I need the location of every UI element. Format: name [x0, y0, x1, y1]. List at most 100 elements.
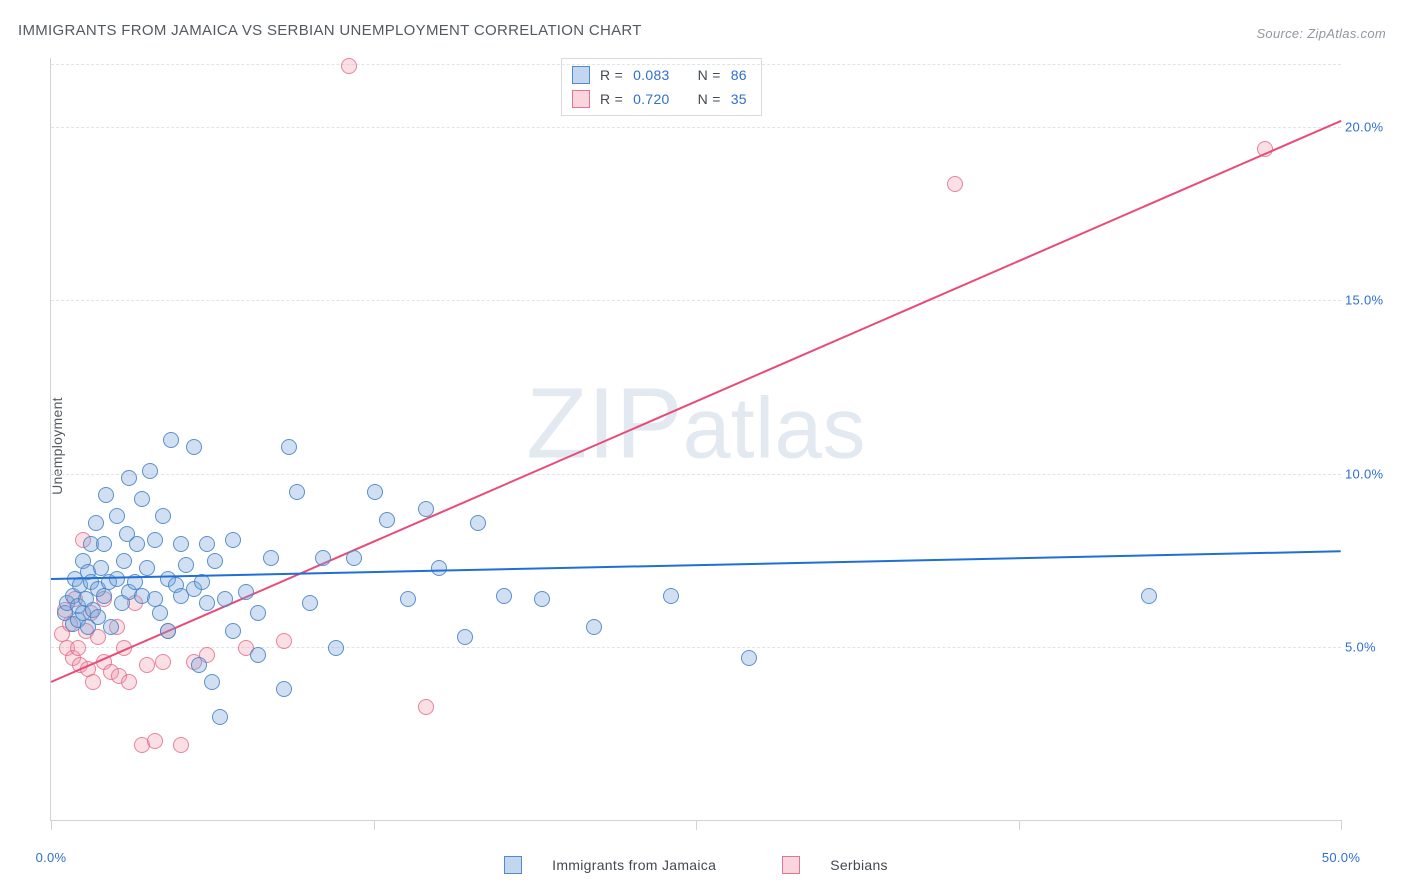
y-tick-label: 5.0% — [1345, 639, 1395, 654]
data-point — [134, 491, 150, 507]
stat-r-value: 0.083 — [633, 63, 670, 87]
data-point — [139, 560, 155, 576]
gridline — [51, 127, 1341, 128]
data-point — [457, 629, 473, 645]
data-point — [212, 709, 228, 725]
watermark: ZIPatlas — [526, 366, 866, 481]
x-tick-label: 0.0% — [36, 850, 67, 865]
stat-n-value: 86 — [731, 63, 747, 87]
data-point — [204, 674, 220, 690]
data-point — [199, 595, 215, 611]
data-point — [496, 588, 512, 604]
data-point — [116, 553, 132, 569]
source-name: ZipAtlas.com — [1307, 26, 1386, 41]
data-point — [418, 699, 434, 715]
data-point — [263, 550, 279, 566]
x-tick — [51, 820, 52, 830]
data-point — [139, 657, 155, 673]
data-point — [96, 588, 112, 604]
y-tick-label: 10.0% — [1345, 466, 1395, 481]
data-point — [155, 508, 171, 524]
data-point — [178, 557, 194, 573]
data-point — [155, 654, 171, 670]
gridline — [51, 300, 1341, 301]
legend-swatch-blue — [572, 66, 590, 84]
x-tick — [696, 820, 697, 830]
data-point — [152, 605, 168, 621]
data-point — [142, 463, 158, 479]
data-point — [199, 536, 215, 552]
data-point — [289, 484, 305, 500]
data-point — [225, 532, 241, 548]
legend-swatch-blue — [504, 856, 522, 874]
data-point — [85, 674, 101, 690]
data-point — [225, 623, 241, 639]
data-point — [346, 550, 362, 566]
legend-series1-label: Immigrants from Jamaica — [552, 857, 716, 873]
data-point — [207, 553, 223, 569]
data-point — [534, 591, 550, 607]
data-point — [586, 619, 602, 635]
data-point — [191, 657, 207, 673]
data-point — [276, 681, 292, 697]
data-point — [663, 588, 679, 604]
x-tick — [374, 820, 375, 830]
data-point — [129, 536, 145, 552]
data-point — [96, 536, 112, 552]
legend-swatch-pink — [572, 90, 590, 108]
scatter-plot: ZIPatlas R = 0.083 N = 86 R = 0.720 N = … — [50, 58, 1341, 821]
watermark-letter: P — [616, 367, 683, 479]
legend-series2-label: Serbians — [830, 857, 888, 873]
data-point — [186, 439, 202, 455]
legend-stats-row-1: R = 0.083 N = 86 — [572, 63, 747, 87]
data-point — [1141, 588, 1157, 604]
x-tick — [1019, 820, 1020, 830]
stat-n-value: 35 — [731, 87, 747, 111]
stat-n-label: N = — [698, 63, 721, 87]
data-point — [470, 515, 486, 531]
stat-n-label: N = — [698, 87, 721, 111]
page-title: IMMIGRANTS FROM JAMAICA VS SERBIAN UNEMP… — [18, 22, 642, 39]
data-point — [98, 487, 114, 503]
data-point — [250, 605, 266, 621]
data-point — [302, 595, 318, 611]
data-point — [400, 591, 416, 607]
gridline — [51, 64, 1341, 65]
source-prefix: Source: — [1256, 26, 1307, 41]
data-point — [173, 737, 189, 753]
data-point — [88, 515, 104, 531]
data-point — [173, 536, 189, 552]
data-point — [328, 640, 344, 656]
data-point — [281, 439, 297, 455]
y-tick-label: 15.0% — [1345, 293, 1395, 308]
y-tick-label: 20.0% — [1345, 120, 1395, 135]
gridline — [51, 474, 1341, 475]
data-point — [947, 176, 963, 192]
data-point — [431, 560, 447, 576]
regression-line — [51, 550, 1341, 580]
data-point — [341, 58, 357, 74]
stat-r-label: R = — [600, 87, 623, 111]
data-point — [121, 674, 137, 690]
stat-r-value: 0.720 — [633, 87, 670, 111]
data-point — [315, 550, 331, 566]
x-tick — [1341, 820, 1342, 830]
data-point — [147, 733, 163, 749]
data-point — [276, 633, 292, 649]
source-attribution: Source: ZipAtlas.com — [1256, 26, 1386, 41]
legend-stats-box: R = 0.083 N = 86 R = 0.720 N = 35 — [561, 58, 762, 116]
data-point — [238, 584, 254, 600]
data-point — [163, 432, 179, 448]
data-point — [379, 512, 395, 528]
legend-stats-row-2: R = 0.720 N = 35 — [572, 87, 747, 111]
x-tick-label: 50.0% — [1322, 850, 1360, 865]
legend-swatch-pink — [782, 856, 800, 874]
data-point — [109, 508, 125, 524]
data-point — [121, 470, 137, 486]
bottom-legend: Immigrants from Jamaica Serbians — [51, 856, 1341, 874]
data-point — [70, 640, 86, 656]
data-point — [147, 532, 163, 548]
stat-r-label: R = — [600, 63, 623, 87]
watermark-letter: I — [588, 367, 616, 479]
data-point — [367, 484, 383, 500]
